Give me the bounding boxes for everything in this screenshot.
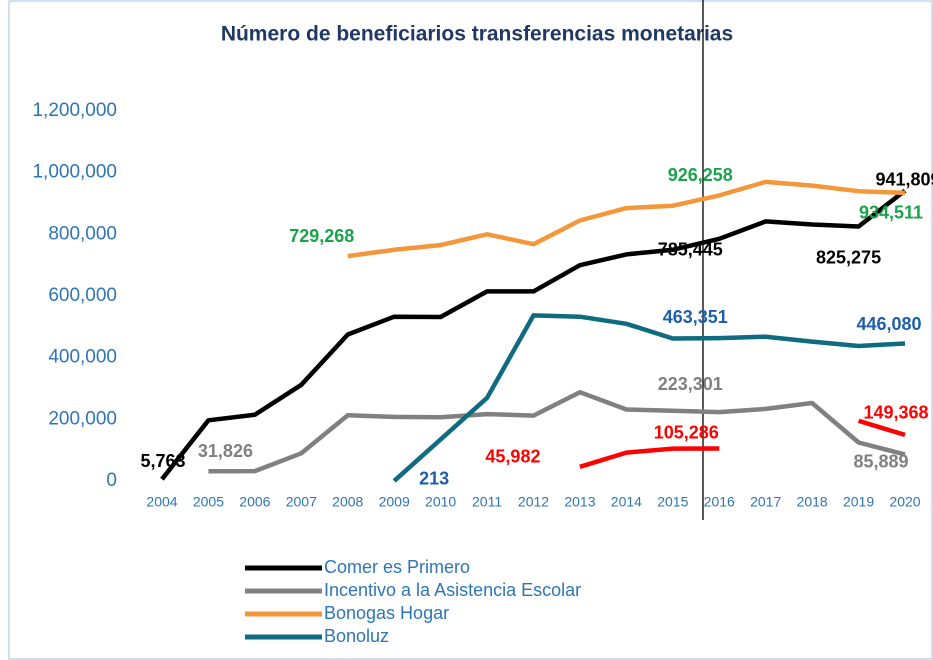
data-label: 31,826	[198, 441, 253, 461]
data-label: 941,809	[875, 169, 933, 189]
x-tick-label: 2007	[286, 494, 317, 510]
data-label: 149,368	[863, 403, 928, 423]
x-tick-label: 2012	[518, 494, 549, 510]
legend-label: Bonogas Hogar	[324, 603, 449, 623]
x-tick-label: 2014	[611, 494, 642, 510]
data-label: 785,445	[658, 240, 723, 260]
x-tick-label: 2017	[750, 494, 781, 510]
data-label: 45,982	[485, 447, 540, 467]
data-label: 446,080	[856, 314, 921, 334]
series-line	[392, 313, 906, 483]
x-tick-label: 2016	[704, 494, 735, 510]
series-line	[208, 389, 906, 474]
x-tick-label: 2010	[425, 494, 456, 510]
y-tick-label: 800,000	[48, 223, 117, 244]
series-line	[579, 446, 720, 469]
chart-frame	[8, 0, 933, 660]
legend-label: Incentivo a la Asistencia Escolar	[324, 580, 581, 600]
x-tick-label: 2013	[564, 494, 595, 510]
data-label: 223,301	[658, 374, 723, 394]
y-tick-label: 200,000	[48, 408, 117, 429]
data-label: 729,268	[289, 226, 354, 246]
legend-label: Comer es Primero	[324, 557, 470, 577]
x-tick-label: 2020	[889, 494, 920, 510]
data-label: 105,286	[654, 422, 719, 442]
data-label: 5,763	[140, 451, 185, 471]
data-label: 213	[419, 469, 449, 489]
x-tick-label: 2006	[239, 494, 270, 510]
legend-label: Bonoluz	[324, 626, 389, 646]
chart-title: Número de beneficiarios transferencias m…	[221, 23, 733, 46]
y-tick-label: 600,000	[48, 285, 117, 306]
series-line	[857, 418, 906, 438]
data-label: 926,258	[668, 165, 733, 185]
data-label: 934,511	[859, 203, 923, 223]
x-tick-label: 2019	[843, 494, 874, 510]
data-label: 85,889	[853, 451, 908, 471]
y-tick-label: 400,000	[48, 347, 117, 368]
x-tick-label: 2018	[797, 494, 828, 510]
x-tick-label: 2005	[193, 494, 224, 510]
x-tick-label: 2004	[146, 494, 177, 510]
y-tick-label: 1,000,000	[32, 162, 117, 183]
data-label: 825,275	[816, 247, 881, 267]
x-tick-label: 2015	[657, 494, 688, 510]
series-line	[347, 179, 906, 259]
x-tick-label: 2011	[472, 494, 502, 510]
x-tick-label: 2009	[379, 494, 410, 510]
x-tick-label: 2008	[332, 494, 363, 510]
data-label: 463,351	[663, 307, 728, 327]
y-tick-label: 1,200,000	[32, 100, 117, 121]
series-line	[160, 188, 907, 481]
y-tick-label: 0	[106, 470, 117, 491]
